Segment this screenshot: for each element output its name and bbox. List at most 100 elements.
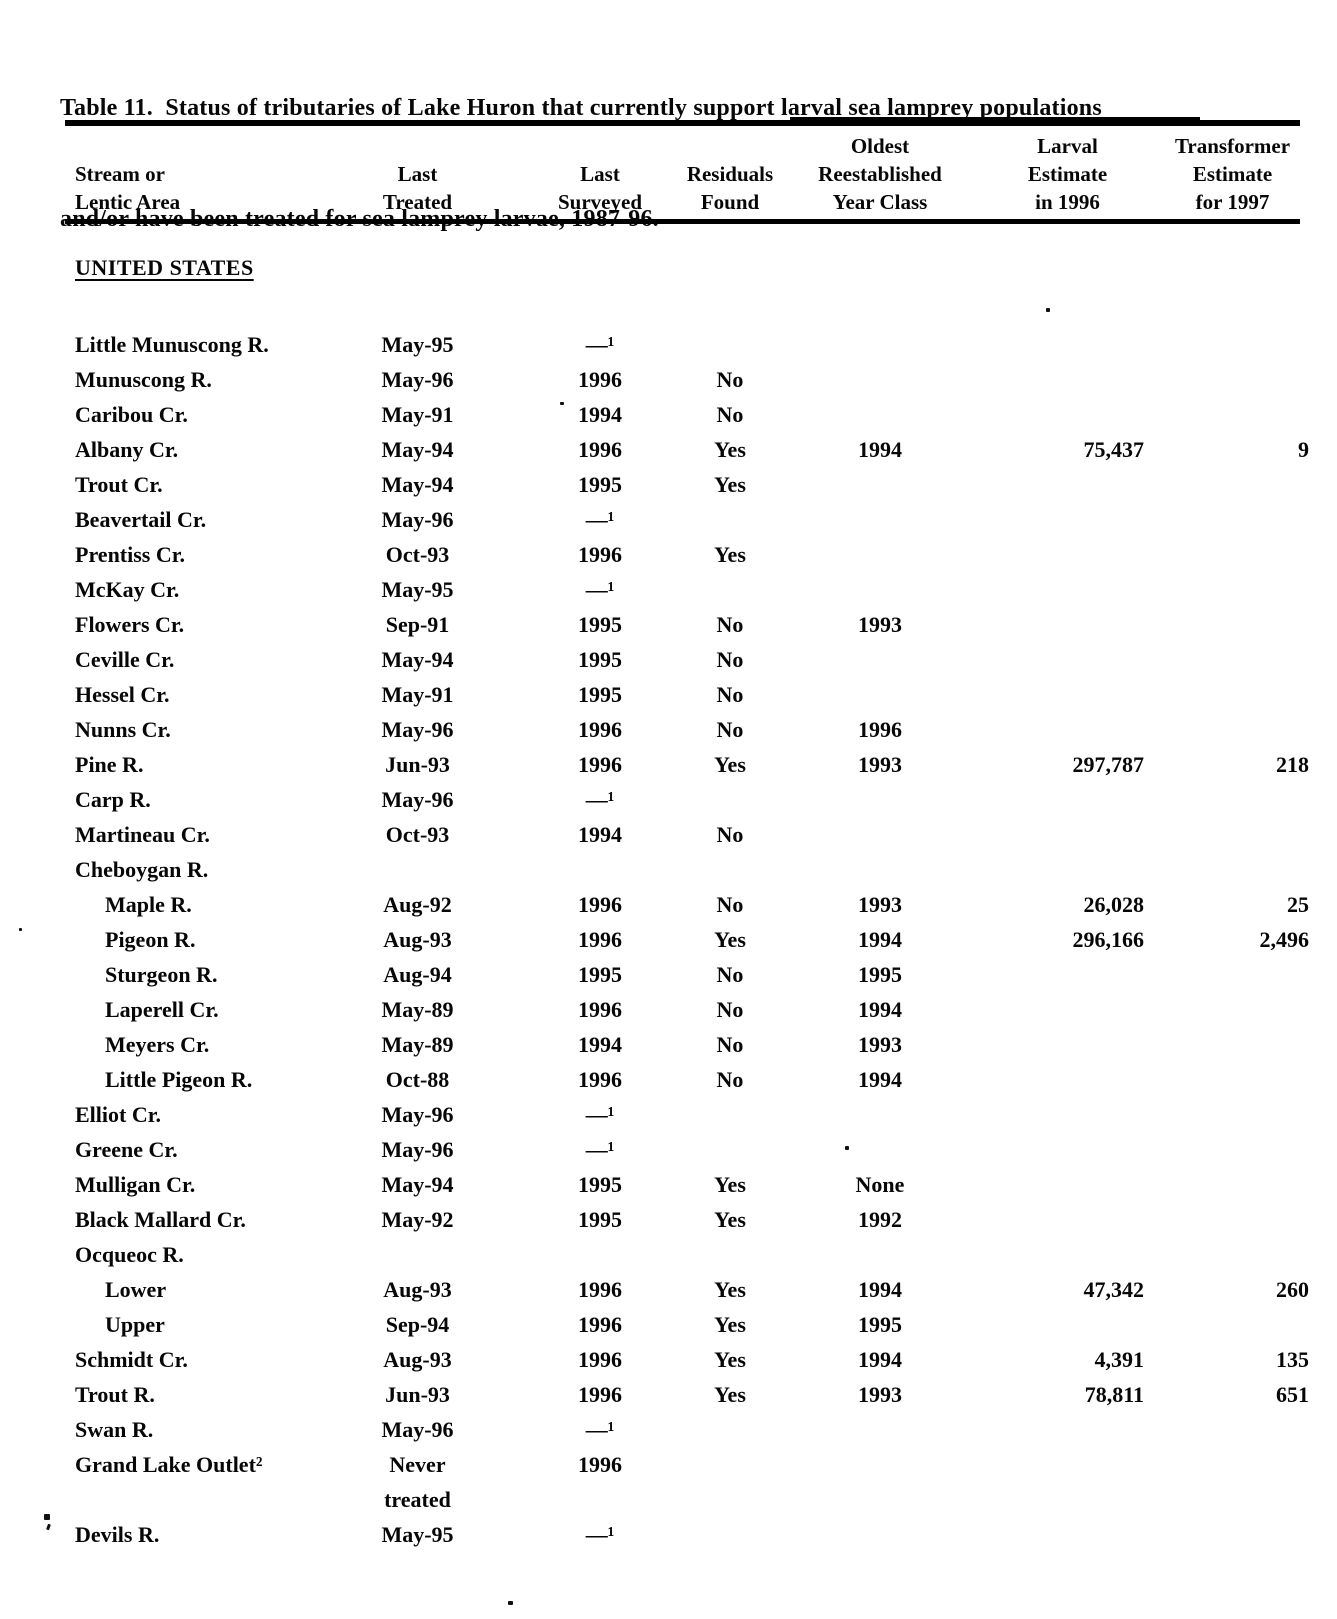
cell-surveyed: 1995 bbox=[578, 612, 622, 637]
cell-name: Grand Lake Outlet² bbox=[75, 1452, 263, 1477]
table-row: Little Munuscong R. May-95 —¹ bbox=[65, 327, 1315, 362]
cell-treated: Sep-94 bbox=[385, 1312, 450, 1337]
cell-name: Caribou Cr. bbox=[75, 402, 188, 427]
cell-name: Pigeon R. bbox=[105, 927, 196, 952]
table-row: Maple R. Aug-92 1996 No 1993 26,028 25 bbox=[65, 887, 1315, 922]
cell-surveyed: 1996 bbox=[578, 542, 622, 567]
cell-residuals: Yes bbox=[714, 927, 746, 952]
cell-transformer: 2,496 bbox=[1259, 927, 1310, 952]
cell-surveyed: 1995 bbox=[578, 647, 622, 672]
cell-larval: 26,028 bbox=[1083, 892, 1145, 917]
cell-treated: Jun-93 bbox=[385, 752, 450, 777]
cell-residuals: No bbox=[716, 822, 744, 847]
cell-treated: Aug-93 bbox=[383, 927, 452, 952]
table-row: Grand Lake Outlet² Never treated 1996 bbox=[65, 1447, 1315, 1517]
cell-residuals: No bbox=[716, 402, 744, 427]
cell-surveyed: 1994 bbox=[578, 402, 622, 427]
cell-surveyed: 1996 bbox=[578, 1067, 622, 1092]
cell-treated: May-96 bbox=[381, 507, 454, 532]
cell-yearclass: 1992 bbox=[858, 1207, 902, 1232]
cell-treated: Jun-93 bbox=[385, 1382, 450, 1407]
cell-residuals: No bbox=[716, 1032, 744, 1057]
cell-name: Schmidt Cr. bbox=[75, 1347, 188, 1372]
cell-residuals: Yes bbox=[714, 1347, 746, 1372]
cell-surveyed: —¹ bbox=[585, 1522, 615, 1547]
table-row: Black Mallard Cr. May-92 1995 Yes 1992 bbox=[65, 1202, 1315, 1237]
cell-larval: 47,342 bbox=[1083, 1277, 1145, 1302]
cell-treated: Oct-93 bbox=[385, 822, 450, 847]
cell-surveyed: 1996 bbox=[578, 752, 622, 777]
column-header-last-surveyed: Last Surveyed bbox=[515, 160, 685, 216]
header-bottom-rule bbox=[65, 219, 1300, 224]
cell-residuals: Yes bbox=[714, 752, 746, 777]
cell-residuals: No bbox=[716, 1067, 744, 1092]
cell-name: Little Munuscong R. bbox=[75, 332, 269, 357]
cell-surveyed: 1995 bbox=[578, 962, 622, 987]
cell-yearclass: None bbox=[855, 1172, 905, 1197]
table-row: Lower Aug-93 1996 Yes 1994 47,342 260 bbox=[65, 1272, 1315, 1307]
cell-name: Little Pigeon R. bbox=[105, 1067, 253, 1092]
table-row: Cheboygan R. bbox=[65, 852, 1315, 887]
cell-name: Flowers Cr. bbox=[75, 612, 185, 637]
cell-treated: Aug-93 bbox=[383, 1277, 452, 1302]
column-header-line: Lentic Area bbox=[75, 190, 181, 214]
cell-residuals: No bbox=[716, 962, 744, 987]
cell-yearclass: 1994 bbox=[858, 997, 902, 1022]
table-row: Little Pigeon R. Oct-88 1996 No 1994 bbox=[65, 1062, 1315, 1097]
cell-surveyed: 1995 bbox=[578, 1207, 622, 1232]
table-row: Upper Sep-94 1996 Yes 1995 bbox=[65, 1307, 1315, 1342]
cell-treated: May-94 bbox=[381, 437, 454, 462]
cell-surveyed: 1996 bbox=[578, 1277, 622, 1302]
cell-surveyed: 1996 bbox=[578, 997, 622, 1022]
column-header-line: Surveyed bbox=[558, 190, 642, 214]
cell-name: Greene Cr. bbox=[75, 1137, 178, 1162]
cell-surveyed: —¹ bbox=[585, 787, 615, 812]
cell-name: Maple R. bbox=[105, 892, 192, 917]
column-header-line: Transformer bbox=[1174, 134, 1291, 158]
cell-name: Pine R. bbox=[75, 752, 144, 777]
table-row: Mulligan Cr. May-94 1995 Yes None bbox=[65, 1167, 1315, 1202]
column-header-line: Oldest bbox=[850, 134, 910, 158]
table-row: Hessel Cr. May-91 1995 No bbox=[65, 677, 1315, 712]
cell-name: Prentiss Cr. bbox=[75, 542, 185, 567]
table-row: Sturgeon R. Aug-94 1995 No 1995 bbox=[65, 957, 1315, 992]
cell-treated: Aug-92 bbox=[383, 892, 452, 917]
cell-transformer: 25 bbox=[1287, 892, 1309, 917]
lamprey-status-table: Stream or Lentic Area Last Treated Last Surve… bbox=[65, 117, 1315, 1552]
cell-residuals: No bbox=[716, 367, 744, 392]
table-row: Devils R. May-95 —¹ bbox=[65, 1517, 1315, 1552]
column-header-residuals-found: Residuals Found bbox=[685, 160, 775, 216]
cell-surveyed: 1995 bbox=[578, 682, 622, 707]
cell-treated: May-95 bbox=[381, 332, 454, 357]
cell-yearclass: 1993 bbox=[858, 1032, 902, 1057]
cell-residuals: Yes bbox=[714, 472, 746, 497]
cell-yearclass: 1993 bbox=[858, 752, 902, 777]
cell-transformer: 9 bbox=[1298, 437, 1309, 462]
column-header-stream: Stream or Lentic Area bbox=[65, 160, 320, 216]
table-top-rule bbox=[65, 117, 1300, 126]
scan-artifact bbox=[46, 1523, 51, 1531]
cell-treated: May-91 bbox=[381, 682, 454, 707]
cell-larval: 297,787 bbox=[1072, 752, 1145, 777]
scan-artifact bbox=[845, 1146, 849, 1150]
table-row: Swan R. May-96 —¹ bbox=[65, 1412, 1315, 1447]
cell-treated: May-94 bbox=[381, 1172, 454, 1197]
cell-yearclass: 1994 bbox=[858, 1277, 902, 1302]
cell-residuals: Yes bbox=[714, 542, 746, 567]
cell-name: McKay Cr. bbox=[75, 577, 180, 602]
cell-name: Ceville Cr. bbox=[75, 647, 175, 672]
cell-residuals: Yes bbox=[714, 1312, 746, 1337]
cell-larval: 75,437 bbox=[1083, 437, 1145, 462]
cell-treated: Oct-88 bbox=[385, 1067, 450, 1092]
cell-surveyed: 1996 bbox=[578, 1452, 622, 1477]
cell-residuals: Yes bbox=[714, 1172, 746, 1197]
cell-name: Black Mallard Cr. bbox=[75, 1207, 246, 1232]
cell-name: Laperell Cr. bbox=[105, 997, 219, 1022]
column-header-line: Last bbox=[580, 162, 620, 186]
cell-treated: May-94 bbox=[381, 647, 454, 672]
cell-yearclass: 1995 bbox=[858, 1312, 902, 1337]
cell-treated: Aug-93 bbox=[383, 1347, 452, 1372]
cell-residuals: Yes bbox=[714, 1382, 746, 1407]
cell-name: Trout Cr. bbox=[75, 472, 163, 497]
table-top-rule-segment bbox=[790, 117, 1200, 121]
